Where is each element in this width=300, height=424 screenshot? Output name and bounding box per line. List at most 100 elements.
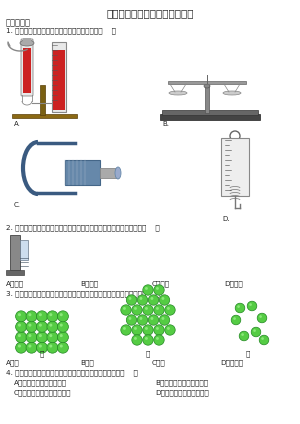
Circle shape [165, 305, 175, 315]
Circle shape [148, 315, 159, 325]
Circle shape [128, 297, 131, 300]
Bar [221, 138, 249, 196]
Circle shape [37, 332, 47, 343]
Circle shape [148, 295, 159, 305]
Circle shape [159, 315, 170, 325]
Text: C．密度: C．密度 [152, 280, 170, 287]
Circle shape [137, 315, 148, 325]
Circle shape [16, 311, 27, 322]
Text: B．被踢在脚下的足球变扁: B．被踢在脚下的足球变扁 [155, 379, 208, 385]
Circle shape [47, 342, 58, 353]
Circle shape [151, 317, 153, 320]
Text: D．体积: D．体积 [224, 280, 243, 287]
Circle shape [154, 285, 164, 295]
Circle shape [49, 334, 52, 337]
Circle shape [241, 333, 244, 336]
Text: B.: B. [162, 121, 169, 127]
Circle shape [239, 331, 249, 341]
Circle shape [18, 313, 21, 316]
Text: A.: A. [14, 121, 21, 127]
Circle shape [60, 313, 63, 316]
Circle shape [154, 335, 164, 345]
Circle shape [132, 325, 142, 335]
Text: D．甲和丙: D．甲和丙 [220, 359, 243, 365]
Circle shape [28, 344, 32, 348]
Text: 八年级下学期物理期末考试试卷: 八年级下学期物理期末考试试卷 [106, 8, 194, 18]
Circle shape [47, 321, 58, 332]
Text: A．足球在草地上越滚越慢: A．足球在草地上越滚越慢 [14, 379, 67, 385]
Bar [160, 114, 260, 120]
Ellipse shape [20, 40, 34, 46]
Circle shape [39, 324, 42, 326]
Circle shape [28, 324, 32, 326]
Circle shape [154, 325, 164, 335]
Circle shape [49, 324, 52, 326]
Circle shape [16, 342, 27, 353]
Circle shape [259, 315, 262, 318]
Circle shape [16, 332, 27, 343]
Circle shape [154, 305, 164, 315]
Text: 1. 如图所示的工具中能直接测量力的大小的是（    ）: 1. 如图所示的工具中能直接测量力的大小的是（ ） [6, 27, 116, 33]
Circle shape [237, 305, 240, 308]
Bar [162, 110, 258, 115]
Circle shape [60, 334, 63, 337]
Circle shape [26, 311, 37, 322]
Bar [6, 270, 24, 275]
Circle shape [143, 305, 153, 315]
Text: C．足球在空气中沿弧线飞行: C．足球在空气中沿弧线飞行 [14, 389, 71, 396]
Circle shape [47, 332, 58, 343]
Bar [40, 85, 45, 115]
Circle shape [26, 321, 37, 332]
Ellipse shape [169, 91, 187, 95]
Circle shape [37, 342, 47, 353]
Circle shape [235, 303, 245, 313]
Text: C.: C. [14, 202, 21, 208]
Circle shape [143, 335, 153, 345]
Circle shape [231, 315, 241, 325]
Text: 4. 以下情形中，体现出力的作用效果与另外三个不同的是（    ）: 4. 以下情形中，体现出力的作用效果与另外三个不同的是（ ） [6, 369, 138, 376]
Circle shape [134, 307, 137, 310]
Circle shape [247, 301, 257, 311]
Circle shape [161, 317, 164, 320]
Circle shape [123, 307, 126, 310]
Circle shape [145, 287, 148, 290]
Circle shape [156, 307, 159, 310]
Circle shape [126, 315, 137, 325]
Circle shape [253, 329, 256, 332]
Circle shape [57, 321, 68, 332]
Circle shape [57, 311, 68, 322]
Circle shape [134, 337, 137, 340]
Text: A．甲: A．甲 [6, 359, 20, 365]
Circle shape [156, 327, 159, 330]
Circle shape [140, 317, 142, 320]
Circle shape [39, 334, 42, 337]
Bar [168, 81, 246, 84]
Bar [12, 114, 77, 118]
Circle shape [126, 295, 137, 305]
Circle shape [57, 332, 68, 343]
Circle shape [47, 311, 58, 322]
Bar [23, 38, 31, 43]
Circle shape [57, 342, 68, 353]
Circle shape [134, 327, 137, 330]
Circle shape [49, 344, 52, 348]
Text: 甲: 甲 [40, 350, 44, 357]
Circle shape [165, 325, 175, 335]
Circle shape [161, 297, 164, 300]
Text: 丙: 丙 [246, 350, 250, 357]
Circle shape [60, 324, 63, 326]
Bar [52, 42, 66, 112]
Text: D.: D. [222, 216, 230, 222]
Text: 3. 如图所示的三种模型示意图中，最能体现气体分子群存在形态的是（    ）: 3. 如图所示的三种模型示意图中，最能体现气体分子群存在形态的是（ ） [6, 290, 160, 297]
Circle shape [261, 337, 264, 340]
Text: C．丙: C．丙 [152, 359, 166, 365]
Circle shape [39, 344, 42, 348]
Circle shape [16, 321, 27, 332]
Text: 2. 如图所示的帕斯卡桶实验装置，影响液体内部压强的因素是液体的（    ）: 2. 如图所示的帕斯卡桶实验装置，影响液体内部压强的因素是液体的（ ） [6, 224, 160, 231]
Circle shape [37, 311, 47, 322]
Circle shape [28, 334, 32, 337]
Text: 乙: 乙 [146, 350, 150, 357]
Circle shape [121, 325, 131, 335]
Circle shape [123, 327, 126, 330]
Circle shape [151, 297, 153, 300]
